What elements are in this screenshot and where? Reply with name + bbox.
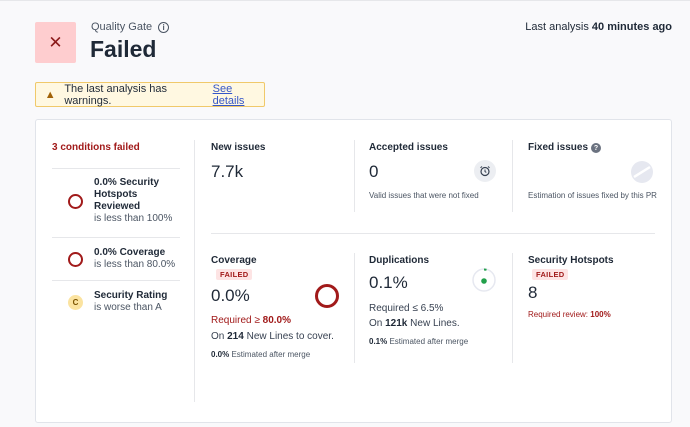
failed-condition-icon xyxy=(68,194,83,209)
divider xyxy=(354,140,355,212)
divider xyxy=(52,280,180,281)
duplications-label: Duplications xyxy=(369,255,430,266)
divider xyxy=(194,140,195,402)
accepted-issues-sub: Valid issues that were not fixed xyxy=(369,191,479,200)
new-issues-value[interactable]: 7.7k xyxy=(211,162,244,181)
security-hotspots-label: Security Hotspots xyxy=(528,255,614,266)
condition-value: 0.0% Security Hotspots Reviewed xyxy=(94,177,160,212)
coverage-failed-tag: FAILED xyxy=(216,269,253,280)
accepted-issues-value[interactable]: 0 xyxy=(369,162,379,181)
condition-sub: is less than 100% xyxy=(94,213,173,224)
fixed-issues-label: Fixed issues xyxy=(528,142,589,153)
duplications-value[interactable]: 0.1% xyxy=(369,273,408,292)
coverage-value[interactable]: 0.0% xyxy=(211,286,250,305)
divider xyxy=(354,253,355,363)
quality-gate-status: Failed xyxy=(90,36,157,62)
condition-item-security-rating[interactable]: C Security Rating is worse than A xyxy=(52,280,182,322)
condition-value: 0.0% Coverage xyxy=(94,247,166,258)
condition-sub: is less than 80.0% xyxy=(94,259,176,270)
warning-text: The last analysis has warnings. xyxy=(64,82,168,107)
divider xyxy=(512,253,513,363)
divider xyxy=(52,168,180,169)
fixed-issues-sub: Estimation of issues fixed by this PR xyxy=(528,191,657,200)
top-divider xyxy=(0,0,690,1)
help-icon[interactable]: ? xyxy=(591,143,601,153)
analysis-warning-banner: ▲ The last analysis has warnings. See de… xyxy=(35,82,265,107)
coverage-label: Coverage xyxy=(211,255,257,266)
info-icon[interactable]: i xyxy=(158,21,170,33)
divider xyxy=(211,233,655,234)
condition-sub: is worse than A xyxy=(94,302,162,313)
warning-icon: ▲ xyxy=(44,88,56,101)
failed-condition-icon xyxy=(68,252,83,267)
divider xyxy=(52,237,180,238)
divider xyxy=(512,140,513,212)
duplications-ring-icon xyxy=(472,268,496,292)
coverage-lines: On 214 New Lines to cover. xyxy=(211,331,334,342)
security-hotspots-required: Required review: 100% xyxy=(528,310,611,319)
condition-item-hotspots[interactable]: 0.0% Security Hotspots Reviewed is less … xyxy=(52,168,182,236)
condition-value: Security Rating xyxy=(94,290,168,301)
accepted-issues-label: Accepted issues xyxy=(369,142,448,153)
last-analysis: Last analysis 40 minutes ago xyxy=(525,21,672,33)
coverage-ring-icon xyxy=(315,284,339,308)
fixed-issues-icon xyxy=(631,161,653,183)
conditions-failed-title: 3 conditions failed xyxy=(52,142,140,153)
duplications-required: Required ≤ 6.5% xyxy=(369,303,444,314)
condition-item-coverage[interactable]: 0.0% Coverage is less than 80.0% xyxy=(52,237,182,279)
new-issues-label: New issues xyxy=(211,142,266,153)
security-hotspots-failed-tag: FAILED xyxy=(532,269,569,280)
coverage-estimate: 0.0% Estimated after merge xyxy=(211,350,311,359)
close-icon: ✕ xyxy=(48,32,63,52)
rating-badge: C xyxy=(68,295,83,310)
coverage-required: Required ≥ 80.0% xyxy=(211,315,291,326)
quality-gate-card: 3 conditions failed 0.0% Security Hotspo… xyxy=(35,119,672,423)
see-details-link[interactable]: See details xyxy=(212,82,245,107)
quality-gate-label: Quality Gate i xyxy=(91,21,170,33)
alarm-clock-icon xyxy=(474,160,496,182)
duplications-lines: On 121k New Lines. xyxy=(369,318,460,329)
security-hotspots-value[interactable]: 8 xyxy=(528,283,538,302)
duplications-estimate: 0.1% Estimated after merge xyxy=(369,337,469,346)
quality-gate-failed-badge: ✕ xyxy=(35,22,76,63)
